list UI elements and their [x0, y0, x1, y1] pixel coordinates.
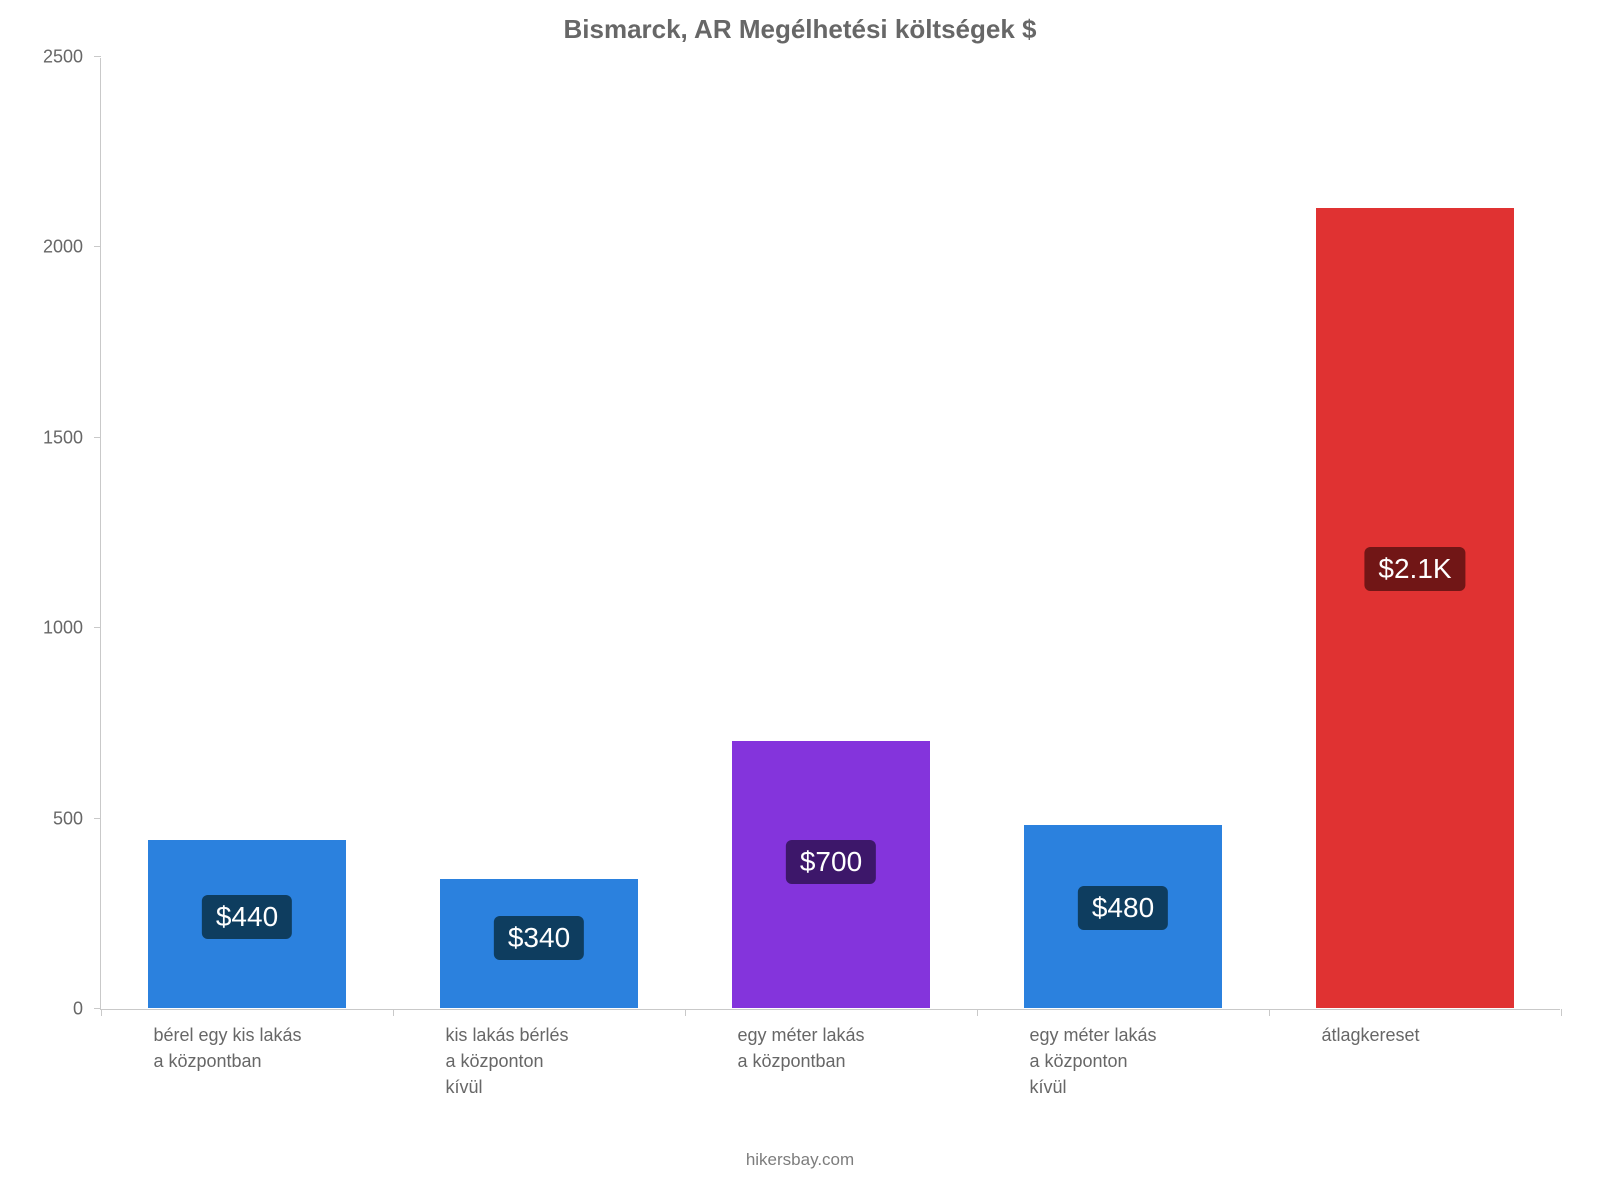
x-axis-label: egy méter lakás a központban [737, 1022, 864, 1074]
bar-value-label: $700 [786, 840, 876, 884]
x-tick-mark [1561, 1009, 1562, 1016]
bar [1316, 208, 1513, 1008]
y-tick-mark [94, 1008, 101, 1009]
y-tick-label: 1500 [43, 427, 101, 448]
x-tick-mark [393, 1009, 394, 1016]
y-tick-label: 1000 [43, 618, 101, 639]
bar-value-label: $480 [1078, 886, 1168, 930]
x-tick-mark [685, 1009, 686, 1016]
x-axis-label: egy méter lakás a központon kívül [1029, 1022, 1156, 1100]
y-tick-mark [94, 437, 101, 438]
y-tick-mark [94, 627, 101, 628]
y-tick-label: 0 [73, 999, 101, 1020]
cost-of-living-chart: Bismarck, AR Megélhetési költségek $ 0 50… [0, 0, 1600, 1200]
plot-area: 05001000150020002500$440$340$700$480$2.1… [100, 58, 1560, 1010]
x-tick-mark [101, 1009, 102, 1016]
chart-title: Bismarck, AR Megélhetési költségek $ [0, 14, 1600, 45]
x-tick-mark [1269, 1009, 1270, 1016]
y-tick-label: 2000 [43, 237, 101, 258]
y-tick-label: 2500 [43, 47, 101, 68]
bar-value-label: $440 [202, 895, 292, 939]
x-tick-mark [977, 1009, 978, 1016]
x-axis-label: kis lakás bérlés a központon kívül [445, 1022, 568, 1100]
bar-value-label: $340 [494, 916, 584, 960]
chart-footer: hikersbay.com [0, 1150, 1600, 1170]
x-axis-label: átlagkereset [1321, 1022, 1419, 1048]
y-tick-mark [94, 246, 101, 247]
y-tick-mark [94, 818, 101, 819]
y-tick-mark [94, 56, 101, 57]
bar-value-label: $2.1K [1364, 547, 1465, 591]
y-tick-label: 500 [53, 808, 101, 829]
x-axis-label: bérel egy kis lakás a központban [153, 1022, 301, 1074]
